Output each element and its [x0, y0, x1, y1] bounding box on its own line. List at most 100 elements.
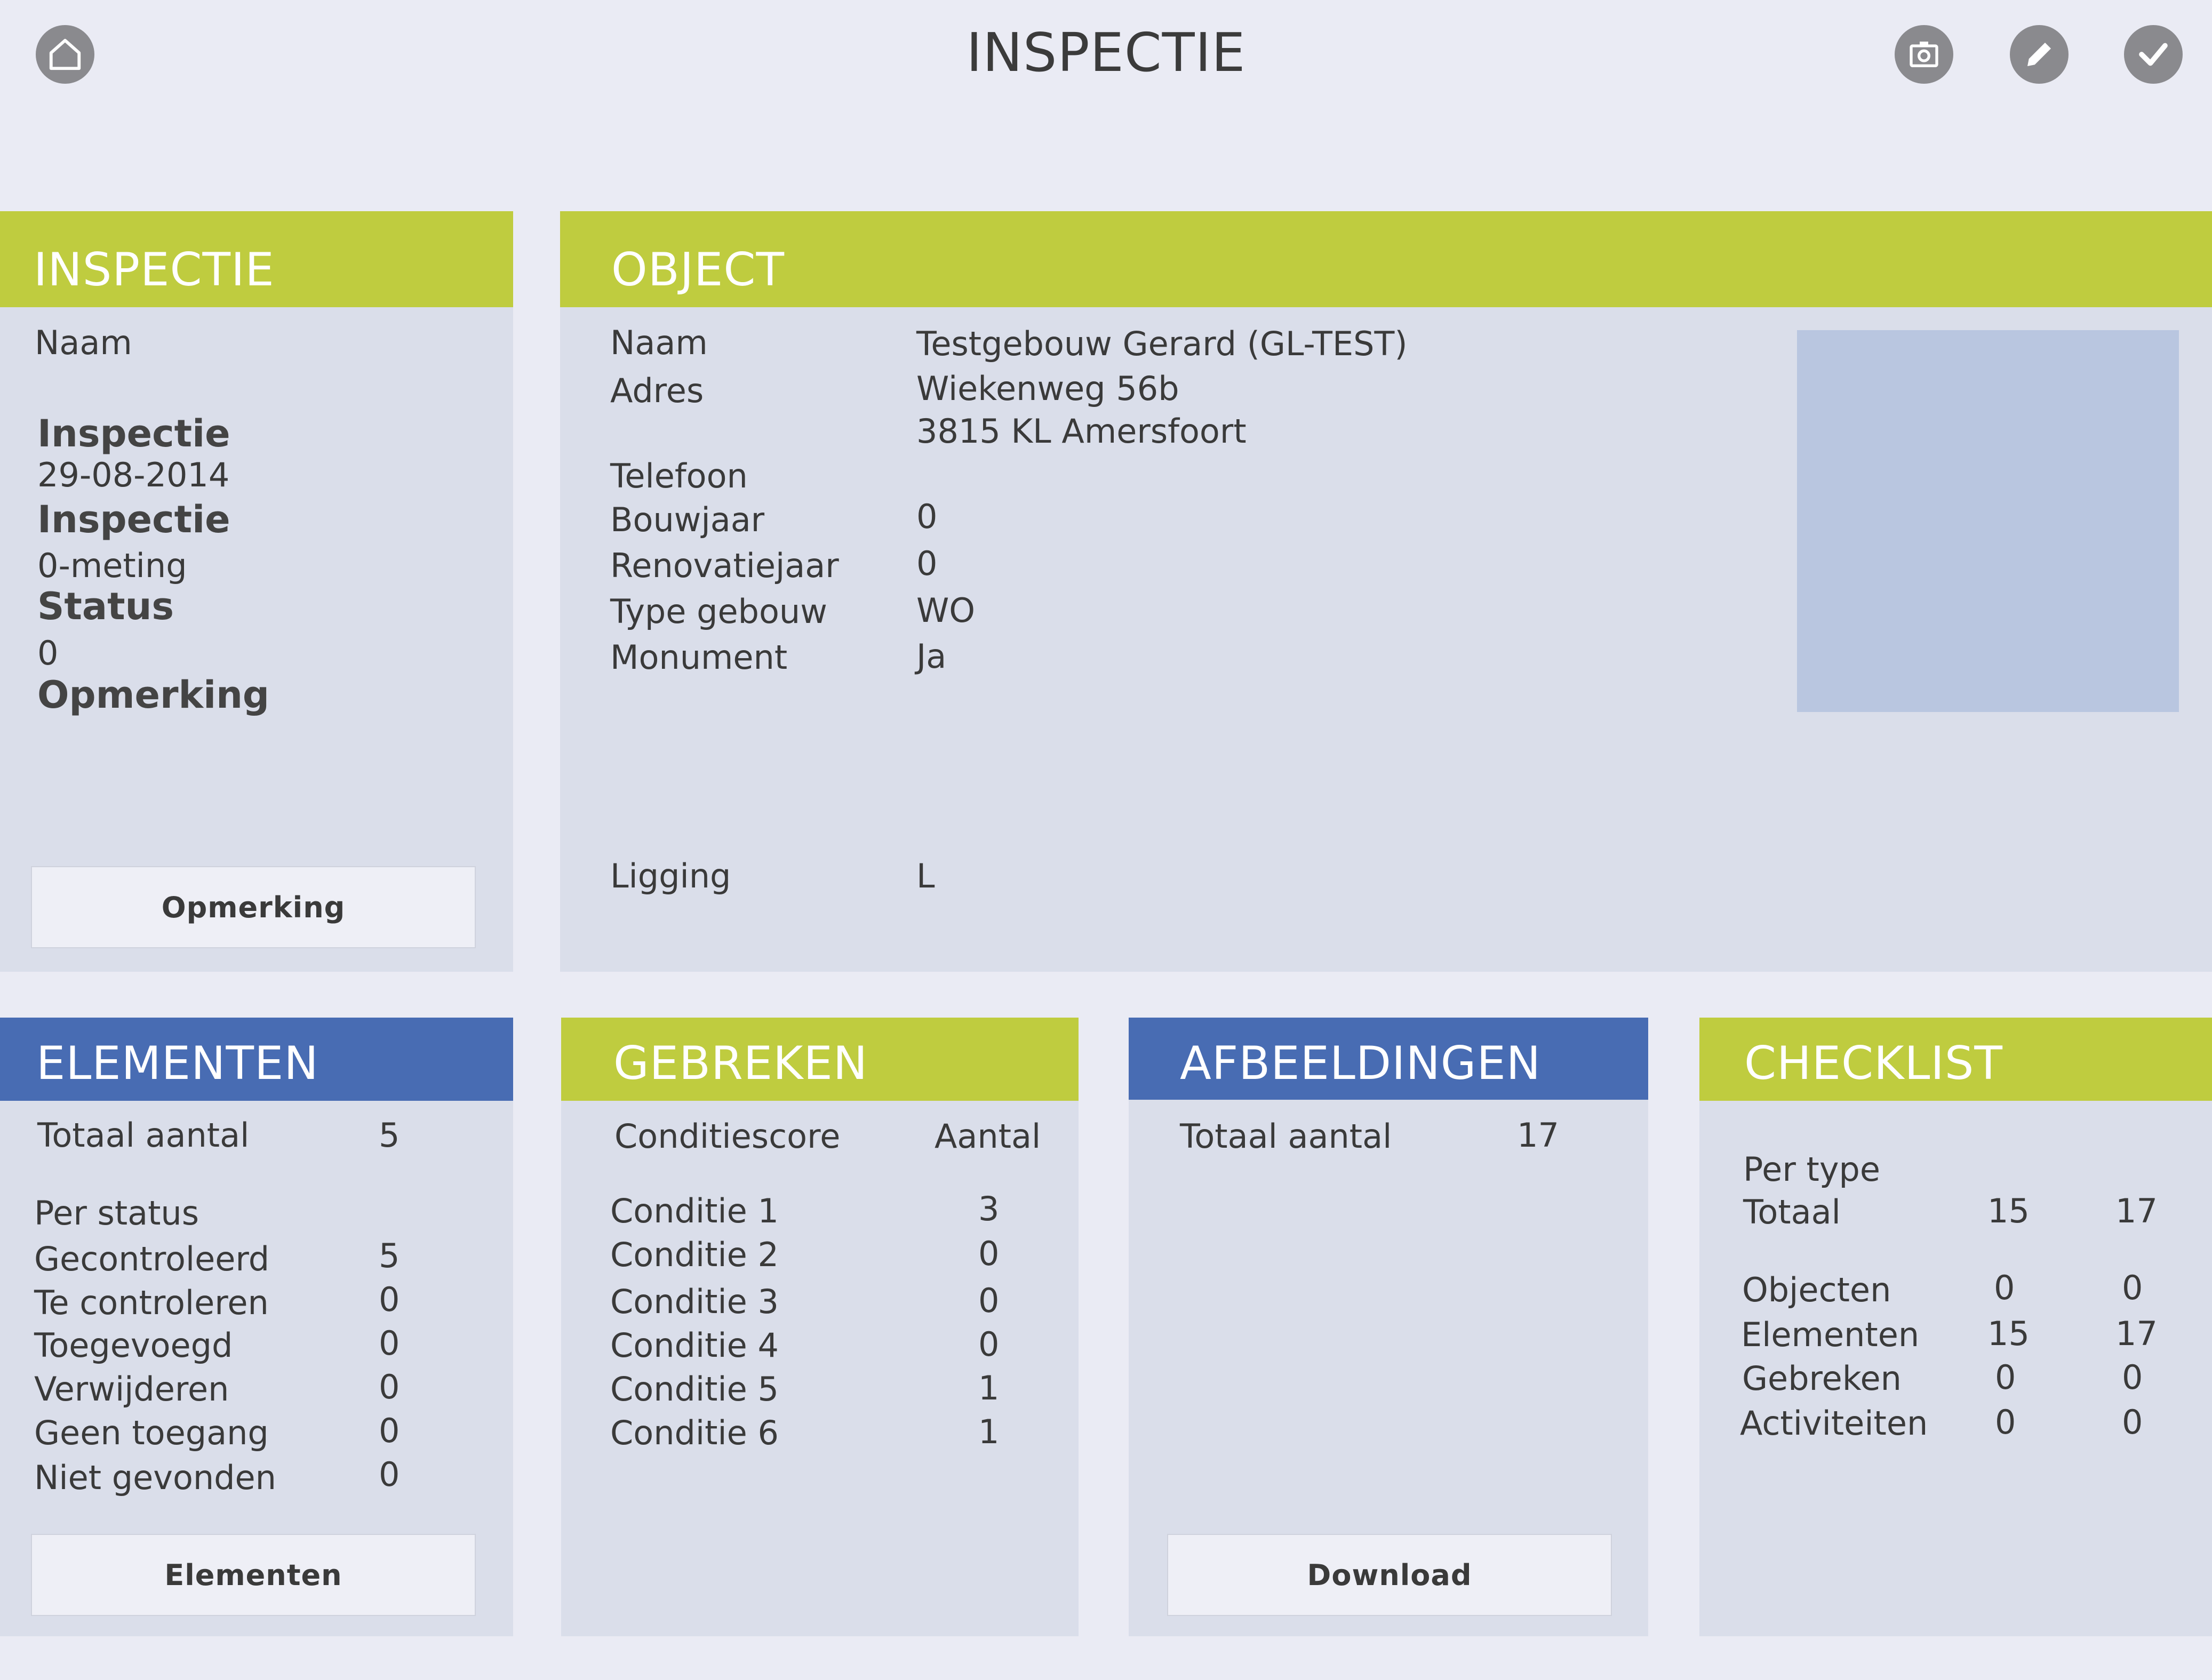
status-value: 0 — [37, 634, 59, 673]
object-card: OBJECT Naam Testgebouw Gerard (GL-TEST) … — [560, 211, 2212, 972]
per-status-label: Per status — [34, 1194, 199, 1233]
confirm-button[interactable] — [2124, 25, 2183, 84]
conditie-value: 0 — [978, 1325, 1000, 1364]
conditie-label: Conditie 2 — [610, 1235, 779, 1274]
status-row-label: Gecontroleerd — [34, 1239, 270, 1278]
elementen-totaal-label: Totaal aantal — [37, 1116, 250, 1155]
inspectie-heading: INSPECTIE — [34, 243, 275, 297]
status-row-label: Verwijderen — [34, 1370, 229, 1409]
home-button[interactable] — [36, 25, 94, 84]
afbeeldingen-totaal-value: 17 — [1517, 1116, 1559, 1155]
object-naam-label: Naam — [610, 323, 708, 362]
status-row-label: Niet gevonden — [34, 1458, 276, 1497]
ligging-label: Ligging — [610, 857, 731, 895]
conditie-value: 0 — [978, 1234, 1000, 1273]
checklist-card-header: CHECKLIST — [1699, 1018, 2212, 1101]
checklist-row-a: 0 — [1994, 1268, 2015, 1307]
camera-button[interactable] — [1895, 25, 1953, 84]
status-row-value: 0 — [379, 1411, 400, 1450]
status-row-value: 0 — [379, 1324, 400, 1363]
checklist-totaal-b: 17 — [2115, 1191, 2158, 1230]
checklist-row-b: 0 — [2122, 1268, 2143, 1307]
inspectie-card-header: INSPECTIE — [0, 211, 513, 307]
edit-button[interactable] — [2010, 25, 2069, 84]
conditie-label: Conditie 3 — [610, 1282, 779, 1321]
ligging-value: L — [916, 857, 935, 895]
inspectie-type-value: 0-meting — [37, 546, 187, 585]
download-button[interactable]: Download — [1167, 1534, 1612, 1616]
camera-icon — [1910, 42, 1938, 67]
status-row-label: Geen toegang — [34, 1413, 269, 1452]
building-photo[interactable] — [1797, 330, 2179, 712]
type-gebouw-value: WO — [916, 591, 976, 630]
opmerking-label: Opmerking — [37, 673, 270, 717]
conditie-value: 1 — [978, 1369, 1000, 1407]
pencil-icon — [2027, 43, 2051, 66]
checklist-row-label: Elementen — [1741, 1315, 1920, 1354]
status-row-value: 0 — [379, 1455, 400, 1494]
renovatiejaar-value: 0 — [916, 544, 938, 583]
conditiescore-header: Conditiescore — [614, 1117, 841, 1156]
checklist-row-label: Gebreken — [1742, 1359, 1902, 1398]
bouwjaar-label: Bouwjaar — [610, 500, 765, 539]
conditie-value: 0 — [978, 1281, 1000, 1320]
checklist-row-label: Objecten — [1742, 1270, 1891, 1309]
checklist-totaal-a: 15 — [1987, 1191, 2030, 1230]
elementen-button[interactable]: Elementen — [31, 1534, 476, 1616]
per-type-label: Per type — [1743, 1150, 1881, 1189]
type-gebouw-label: Type gebouw — [610, 592, 827, 631]
gebreken-card-header: GEBREKEN — [561, 1018, 1079, 1101]
inspectie-type-label: Inspectie — [37, 498, 230, 541]
adres-label: Adres — [610, 371, 704, 410]
checklist-row-b: 17 — [2115, 1314, 2158, 1353]
aantal-header: Aantal — [935, 1117, 1041, 1156]
checklist-heading: CHECKLIST — [1744, 1037, 2003, 1090]
bouwjaar-value: 0 — [916, 497, 938, 536]
status-row-value: 0 — [379, 1280, 400, 1319]
status-row-value: 0 — [379, 1367, 400, 1406]
adres-line1: Wiekenweg 56b — [916, 369, 1179, 408]
checklist-row-b: 0 — [2122, 1403, 2143, 1442]
monument-label: Monument — [610, 638, 788, 677]
monument-value: Ja — [916, 637, 947, 676]
object-heading: OBJECT — [611, 243, 785, 297]
checklist-row-label: Activiteiten — [1740, 1404, 1928, 1443]
conditie-value: 1 — [978, 1412, 1000, 1451]
elementen-totaal-value: 5 — [379, 1116, 400, 1155]
conditie-label: Conditie 6 — [610, 1413, 779, 1452]
telefoon-label: Telefoon — [610, 457, 748, 495]
elementen-heading: ELEMENTEN — [36, 1037, 319, 1090]
status-row-value: 5 — [379, 1236, 400, 1275]
elementen-card: ELEMENTEN Totaal aantal 5 Per status Gec… — [0, 1018, 513, 1636]
conditie-label: Conditie 1 — [610, 1191, 779, 1230]
conditie-value: 3 — [978, 1189, 1000, 1228]
checkmark-icon — [2139, 43, 2168, 66]
inspectie-card: INSPECTIE Naam Inspectie 29-08-2014 Insp… — [0, 211, 513, 972]
status-row-label: Toegevoegd — [34, 1326, 233, 1365]
conditie-label: Conditie 4 — [610, 1326, 779, 1365]
afbeeldingen-card-header: AFBEELDINGEN — [1129, 1018, 1648, 1100]
checklist-row-a: 15 — [1987, 1314, 2030, 1353]
status-row-label: Te controleren — [34, 1283, 269, 1322]
naam-label: Naam — [35, 323, 132, 362]
afbeeldingen-card: AFBEELDINGEN Totaal aantal 17 Download — [1129, 1018, 1648, 1636]
afbeeldingen-heading: AFBEELDINGEN — [1180, 1037, 1542, 1090]
adres-line2: 3815 KL Amersfoort — [916, 412, 1247, 451]
conditie-label: Conditie 5 — [610, 1370, 779, 1409]
checklist-row-a: 0 — [1995, 1358, 2016, 1397]
elementen-card-header: ELEMENTEN — [0, 1018, 513, 1101]
status-label: Status — [37, 585, 174, 628]
gebreken-heading: GEBREKEN — [613, 1037, 868, 1090]
gebreken-card: GEBREKEN Conditiescore Aantal Conditie 1… — [561, 1018, 1079, 1636]
checklist-row-a: 0 — [1995, 1403, 2016, 1442]
object-card-header: OBJECT — [560, 211, 2212, 307]
checklist-totaal-label: Totaal — [1743, 1193, 1841, 1231]
page-title: INSPECTIE — [966, 21, 1246, 84]
checklist-card: CHECKLIST Per type Totaal 15 17 Objecten… — [1699, 1018, 2212, 1636]
inspectie-date: 29-08-2014 — [37, 455, 230, 494]
object-naam-value: Testgebouw Gerard (GL-TEST) — [916, 324, 1408, 363]
renovatiejaar-label: Renovatiejaar — [610, 546, 839, 585]
afbeeldingen-totaal-label: Totaal aantal — [1180, 1117, 1392, 1156]
inspectie-label: Inspectie — [37, 412, 230, 455]
opmerking-button[interactable]: Opmerking — [31, 866, 476, 948]
